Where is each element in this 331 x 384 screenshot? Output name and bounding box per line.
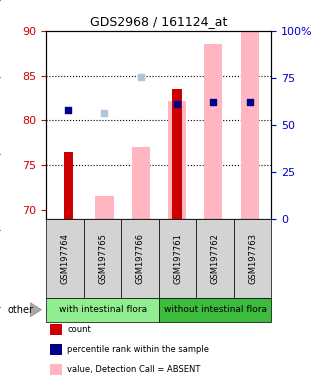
Text: GSM197765: GSM197765 xyxy=(98,233,107,284)
Text: count: count xyxy=(67,325,91,334)
Bar xyxy=(172,89,182,219)
Bar xyxy=(64,152,73,219)
Title: GDS2968 / 161124_at: GDS2968 / 161124_at xyxy=(90,15,228,28)
Bar xyxy=(132,147,150,219)
Point xyxy=(174,101,180,107)
Point xyxy=(211,99,216,106)
Point xyxy=(138,74,143,80)
Text: value, Detection Call = ABSENT: value, Detection Call = ABSENT xyxy=(67,365,201,374)
Text: other: other xyxy=(7,305,33,315)
Text: GSM197766: GSM197766 xyxy=(136,233,145,284)
Bar xyxy=(241,31,259,219)
Text: GSM197764: GSM197764 xyxy=(61,233,70,284)
Bar xyxy=(204,44,222,219)
Text: GSM197763: GSM197763 xyxy=(248,233,257,284)
Bar xyxy=(95,197,114,219)
Text: percentile rank within the sample: percentile rank within the sample xyxy=(67,345,209,354)
Text: with intestinal flora: with intestinal flora xyxy=(59,305,147,314)
Text: without intestinal flora: without intestinal flora xyxy=(164,305,267,314)
Point xyxy=(247,99,252,106)
Text: GSM197761: GSM197761 xyxy=(173,233,182,284)
Bar xyxy=(168,101,186,219)
Polygon shape xyxy=(30,303,41,316)
Text: GSM197762: GSM197762 xyxy=(211,233,220,284)
Point xyxy=(102,110,107,116)
Point xyxy=(66,106,71,113)
